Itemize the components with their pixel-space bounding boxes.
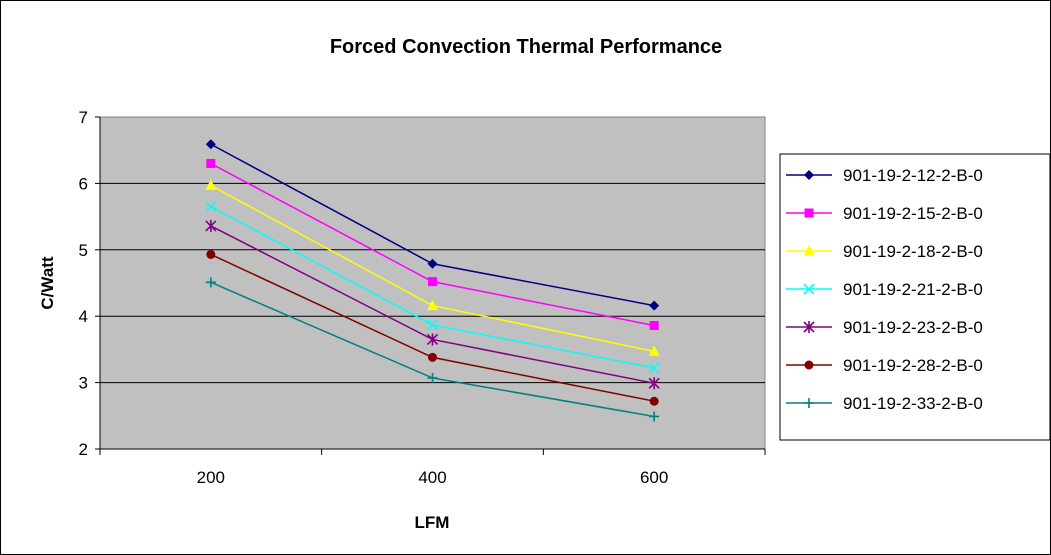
- diamond-marker: [649, 300, 660, 311]
- diamond-marker: [205, 139, 216, 150]
- y-tick-label: 3: [79, 374, 88, 393]
- y-tick-label: 2: [79, 440, 88, 459]
- circle-marker: [206, 249, 216, 259]
- y-axis-title: C/Watt: [38, 256, 57, 310]
- x-marker: [205, 201, 217, 213]
- y-tick-label: 4: [79, 307, 88, 326]
- series-901-19-2-28-2-B-0: [206, 249, 659, 406]
- star-marker: [205, 219, 217, 232]
- legend: 901-19-2-12-2-B-0 901-19-2-15-2-B-0 901-19…: [779, 153, 1050, 441]
- legend-item: 901-19-2-18-2-B-0: [786, 242, 983, 261]
- legend-item: 901-19-2-21-2-B-0: [786, 280, 983, 299]
- triangle-marker: [803, 245, 815, 256]
- y-tick-label: 6: [79, 174, 88, 193]
- circle-marker: [428, 352, 437, 362]
- series-901-19-2-21-2-B-0: [205, 201, 660, 374]
- series-901-19-2-12-2-B-0: [205, 139, 660, 311]
- legend-item: 901-19-2-12-2-B-0: [786, 166, 983, 185]
- axes: 2 3 4 5 6 7 200 400 600: [79, 108, 766, 487]
- legend-label: 901-19-2-28-2-B-0: [843, 356, 983, 375]
- triangle-marker: [427, 299, 438, 311]
- series-901-19-2-15-2-B-0: [206, 158, 659, 330]
- legend-label: 901-19-2-33-2-B-0: [843, 394, 983, 413]
- square-marker: [428, 277, 437, 287]
- chart-title: Forced Convection Thermal Performance: [330, 36, 722, 58]
- x-tick-label: 600: [640, 468, 668, 487]
- series-lines: [205, 139, 660, 422]
- square-marker: [804, 208, 814, 218]
- plus-marker: [427, 372, 438, 383]
- x-marker: [648, 362, 660, 374]
- y-tick-label: 5: [79, 241, 88, 260]
- legend-item: 901-19-2-28-2-B-0: [786, 356, 983, 375]
- triangle-marker: [205, 179, 217, 190]
- x-tick-label: 200: [197, 468, 225, 487]
- legend-item: 901-19-2-23-2-B-0: [786, 318, 983, 337]
- series-901-19-2-18-2-B-0: [205, 179, 660, 356]
- legend-box: [779, 153, 1050, 441]
- x-tick-label: 400: [418, 468, 446, 487]
- square-marker: [649, 320, 659, 330]
- square-marker: [206, 158, 216, 168]
- triangle-marker: [648, 345, 660, 356]
- diamond-marker: [804, 170, 814, 180]
- legend-item: 901-19-2-33-2-B-0: [786, 394, 983, 413]
- x-axis-title: LFM: [415, 513, 450, 532]
- plus-marker: [649, 411, 660, 422]
- plus-marker: [205, 277, 216, 288]
- legend-label: 901-19-2-18-2-B-0: [843, 242, 983, 261]
- diamond-marker: [427, 258, 438, 269]
- x-marker: [426, 319, 439, 331]
- circle-marker: [804, 360, 814, 370]
- y-tick-label: 7: [79, 108, 88, 127]
- star-marker: [426, 333, 439, 346]
- series-901-19-2-23-2-B-0: [205, 219, 660, 390]
- legend-label: 901-19-2-21-2-B-0: [843, 280, 983, 299]
- x-marker: [803, 283, 815, 295]
- legend-label: 901-19-2-15-2-B-0: [843, 204, 983, 223]
- star-marker: [803, 321, 815, 333]
- legend-label: 901-19-2-23-2-B-0: [843, 318, 983, 337]
- legend-label: 901-19-2-12-2-B-0: [843, 166, 983, 185]
- legend-item: 901-19-2-15-2-B-0: [786, 204, 983, 223]
- series-901-19-2-33-2-B-0: [205, 277, 660, 422]
- circle-marker: [649, 396, 659, 406]
- star-marker: [648, 377, 660, 390]
- plus-marker: [804, 398, 814, 408]
